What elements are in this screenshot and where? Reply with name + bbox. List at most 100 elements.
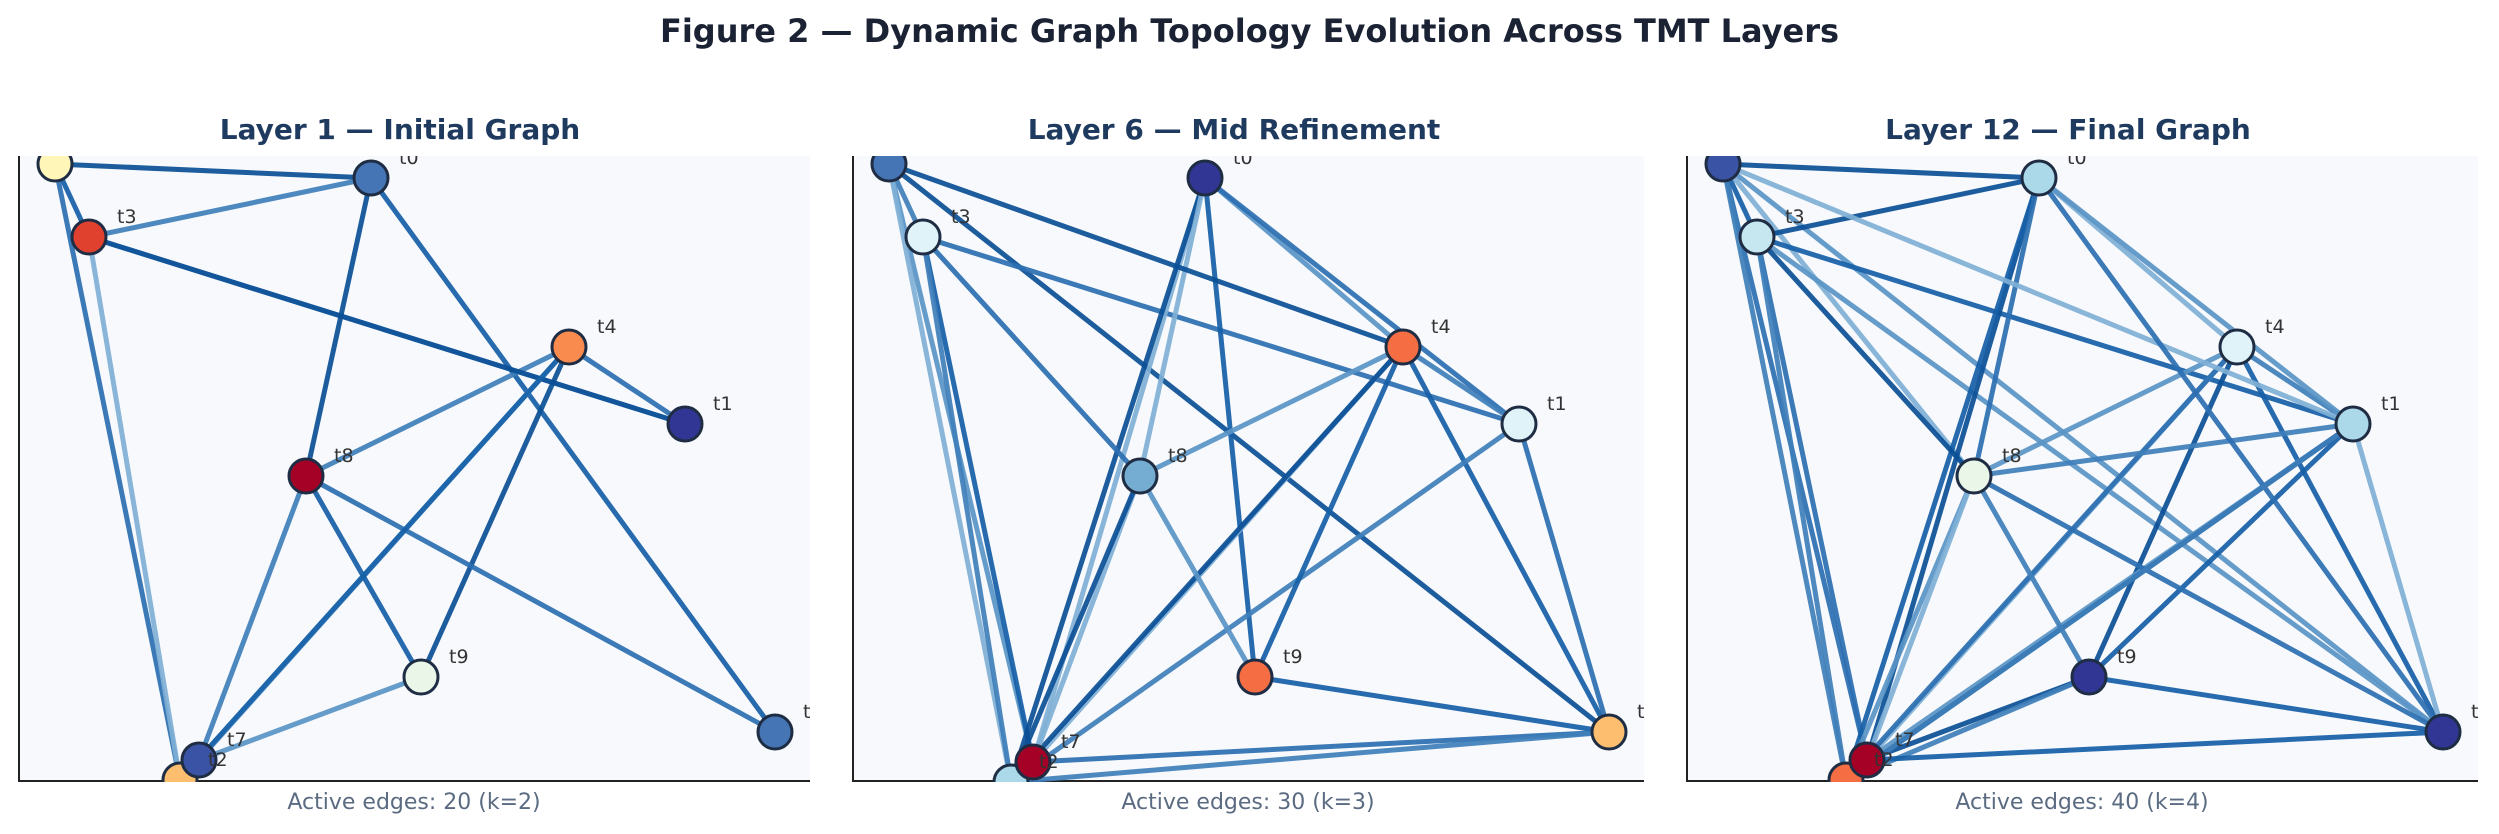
graph-edge-t7-t6 [1864,729,2446,763]
graph-edge-t8-t7 [1864,473,1977,763]
graph-edge-t4-t1 [566,344,688,427]
graph-edge-t9-t7 [196,674,424,763]
graph-edge-t8-t6 [303,473,778,735]
graph-edge-t0-t8 [303,175,374,479]
edge-count-caption: Active edges: 20 (k=2) [287,790,541,815]
graph-node-t5 [1704,156,1742,183]
panel-layer-12: Layer 12 — Final Graph t0t1t2t3t4t5t6t7t… [1668,108,2478,830]
graph-edge-t3-t6 [1754,234,2446,735]
figure-title: Figure 2 — Dynamic Graph Topology Evolut… [659,12,1840,50]
panel-title: Layer 12 — Final Graph [1885,113,2251,146]
graph-edge-t3-t8 [1754,234,1977,479]
graph-edge-t8-t7 [196,473,309,763]
graph-node-t6 [1590,713,1628,751]
node-label-t2: t2 [1874,749,1894,771]
graph-node-t4 [2218,328,2256,366]
graph-edge-t0-t8 [1137,175,1208,479]
graph-edge-t1-t6 [2350,421,2446,735]
graph-node-t3 [1738,218,1776,256]
graph-edge-t2-t6 [1008,729,1612,782]
graph-edge-t5-t2 [52,161,183,782]
node-label-t8: t8 [2002,445,2022,467]
graph-plot: t0t1t2t3t4t5t6t7t8t9 [1686,156,2478,782]
graph-node-t9 [1236,658,1274,696]
panel-layer-1: Layer 1 — Initial Graph t0t1t2t3t4t5t6t7… [0,108,810,830]
graph-edge-t3-t7 [1754,234,1870,763]
node-label-t2: t2 [208,749,228,771]
graph-edge-t2-t9 [1843,674,2092,782]
graph-edge-t5-t1 [1720,161,2356,427]
graph-edge-t5-t0 [1720,161,2042,181]
graph-edge-t4-t8 [1971,344,2240,479]
graph-edge-t0-t8 [1971,175,2042,479]
graph-edge-t3-t0 [1754,175,2042,240]
graph-edge-t1-t6 [1516,421,1612,735]
node-label-t4: t4 [2265,316,2285,338]
node-label-t0: t0 [1233,156,1253,169]
graph-plot: t0t1t2t3t4t5t6t7t8t9 [852,156,1644,782]
node-label-t3: t3 [117,206,137,228]
graph-edge-t0-t2 [1008,175,1208,782]
graph-node-t8 [287,457,325,495]
node-label-t6: t6 [1637,701,1644,723]
node-label-t7: t7 [227,729,247,751]
graph-edge-t5-t2 [886,161,1014,782]
node-label-t1: t1 [1547,393,1567,415]
node-label-t9: t9 [1283,646,1303,668]
graph-edge-t4-t2 [1008,344,1406,782]
graph-edge-t1-t3 [86,234,688,427]
graph-node-t4 [1384,328,1422,366]
graph-edge-t0-t9 [1202,175,1258,680]
graph-node-t1 [2334,405,2372,443]
graph-edge-t3-t1 [1754,234,2356,427]
node-label-t3: t3 [1785,206,1805,228]
graph-edge-t4-t6 [2234,344,2446,735]
graph-edge-t4-t9 [2086,344,2240,680]
node-label-t9: t9 [449,646,469,668]
graph-node-t9 [2070,658,2108,696]
graph-edge-t9-t4 [1252,344,1406,680]
graph-node-t4 [550,328,588,366]
graph-node-t0 [1186,159,1224,197]
graph-edge-t4-t1 [1400,344,1522,427]
node-label-t6: t6 [2471,701,2478,723]
graph-edge-t5-t2 [1720,161,1849,782]
graph-edge-t1-t8 [1971,421,2356,479]
graph-edge-t3-t7 [920,234,1036,765]
graph-edge-t9-t6 [2086,674,2446,735]
graph-edge-t4-t8 [303,344,572,479]
node-label-t1: t1 [2381,393,2401,415]
graph-node-t5 [870,156,908,183]
graph-node-t6 [2424,713,2462,751]
node-label-t7: t7 [1061,731,1081,753]
node-label-t0: t0 [399,156,419,169]
graph-edge-t0-t1 [2036,175,2356,427]
graph-node-t7 [1014,743,1052,781]
edge-count-caption: Active edges: 40 (k=4) [1955,790,2209,815]
node-label-t7: t7 [1895,729,1915,751]
graph-edge-t4-t9 [418,344,572,680]
panel-title: Layer 1 — Initial Graph [219,113,581,146]
graph-node-t7 [180,741,218,779]
node-label-t9: t9 [2117,646,2137,668]
graph-edge-t5-t4 [886,161,1406,350]
graph-node-t8 [1121,457,1159,495]
graph-edge-t2-t4 [177,344,572,782]
graph-edge-t3-t2 [86,234,183,782]
graph-edge-t9-t6 [1252,674,1612,735]
node-label-t8: t8 [1168,445,1188,467]
graph-edge-t8-t2 [1008,473,1143,782]
graph-edge-t4-t2 [1843,344,2240,782]
graph-node-t8 [1955,457,1993,495]
graph-node-t0 [352,159,390,197]
node-label-t0: t0 [2067,156,2087,169]
graph-edge-t5-t6 [886,161,1612,735]
graph-node-t1 [666,405,704,443]
node-label-t6: t6 [803,701,810,723]
graph-edge-t7-t6 [1030,729,1612,765]
graph-edge-t1-t2 [1008,421,1522,782]
graph-edge-t4-t6 [1400,344,1612,735]
edge-count-caption: Active edges: 30 (k=3) [1121,790,1375,815]
panel-title: Layer 6 — Mid Refinement [1027,113,1441,146]
graph-edge-t5-t0 [52,161,374,181]
